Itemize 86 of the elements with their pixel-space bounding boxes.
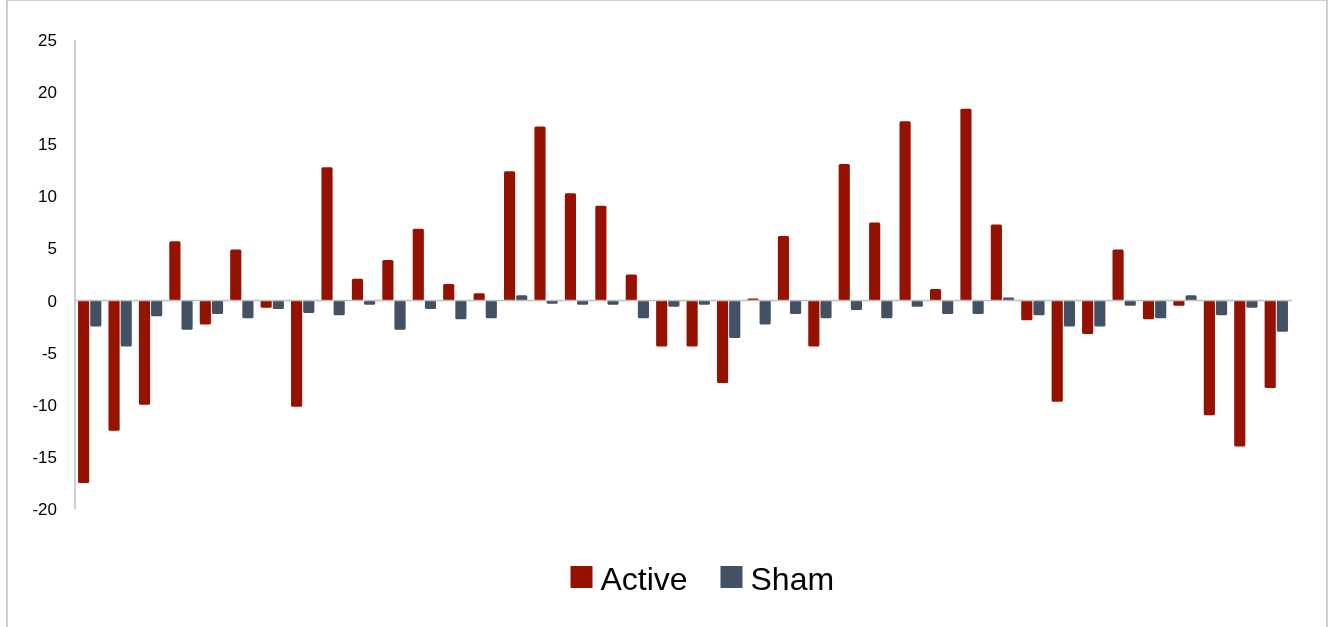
bar bbox=[230, 249, 242, 301]
y-tick-label: -5 bbox=[41, 343, 57, 363]
bar bbox=[1264, 300, 1276, 389]
bar bbox=[181, 300, 193, 330]
bar bbox=[485, 300, 497, 319]
bar bbox=[1276, 300, 1288, 332]
bar bbox=[1082, 300, 1094, 334]
bar bbox=[272, 300, 284, 309]
y-tick-label: 15 bbox=[38, 135, 57, 155]
bar bbox=[1063, 300, 1075, 327]
bar bbox=[1203, 300, 1215, 416]
bar bbox=[881, 300, 893, 319]
bar bbox=[1112, 249, 1124, 301]
bar bbox=[78, 300, 90, 483]
bar bbox=[668, 300, 680, 307]
bar bbox=[151, 300, 163, 317]
y-tick-label: 0 bbox=[47, 291, 57, 311]
bar bbox=[473, 293, 485, 301]
y-tick-label: 5 bbox=[47, 239, 57, 259]
bar bbox=[777, 235, 789, 301]
bar bbox=[564, 193, 577, 301]
bar bbox=[808, 300, 820, 347]
legend-label: Active bbox=[600, 561, 688, 597]
bar bbox=[424, 300, 437, 309]
bar bbox=[1142, 300, 1155, 320]
y-tick-label: 25 bbox=[38, 30, 57, 50]
bar bbox=[1215, 300, 1228, 316]
bar bbox=[1094, 300, 1106, 327]
bar bbox=[138, 300, 151, 405]
bar bbox=[820, 300, 832, 319]
bar bbox=[90, 300, 102, 327]
bar bbox=[211, 300, 224, 315]
bar bbox=[260, 300, 272, 308]
bar bbox=[729, 300, 741, 339]
bar bbox=[656, 300, 668, 347]
bar bbox=[303, 300, 315, 314]
bar bbox=[351, 278, 364, 301]
bar bbox=[1185, 295, 1197, 301]
bar bbox=[759, 300, 771, 325]
y-tick-label: -20 bbox=[32, 499, 57, 519]
bar bbox=[972, 300, 984, 315]
bar bbox=[1124, 300, 1136, 306]
bar bbox=[108, 300, 120, 431]
bar bbox=[942, 300, 954, 315]
bar bbox=[686, 300, 698, 347]
bar bbox=[1234, 300, 1246, 447]
bar bbox=[869, 222, 881, 301]
bar bbox=[1173, 300, 1185, 306]
bar bbox=[1051, 300, 1063, 402]
bar bbox=[534, 126, 546, 301]
bar bbox=[595, 205, 607, 301]
bar bbox=[990, 224, 1002, 301]
bar bbox=[503, 171, 516, 301]
y-tick-label: -10 bbox=[32, 395, 57, 415]
y-tick-label: 10 bbox=[38, 187, 57, 207]
legend-label: Sham bbox=[750, 561, 835, 597]
bar bbox=[199, 300, 211, 325]
y-tick-label: -15 bbox=[32, 447, 57, 467]
bar bbox=[911, 300, 923, 307]
bar bbox=[929, 289, 942, 301]
bar bbox=[412, 228, 424, 301]
bar bbox=[899, 121, 911, 301]
bar bbox=[169, 241, 181, 301]
bar bbox=[333, 300, 345, 316]
bar bbox=[443, 283, 455, 301]
bar bbox=[960, 108, 972, 301]
bar bbox=[382, 259, 394, 301]
bar bbox=[789, 300, 802, 315]
bar bbox=[242, 300, 254, 319]
bar bbox=[120, 300, 132, 347]
bar bbox=[607, 300, 619, 305]
bar bbox=[1246, 300, 1258, 308]
bar bbox=[1155, 300, 1167, 319]
bar bbox=[321, 167, 333, 301]
bar bbox=[716, 300, 729, 383]
bar bbox=[1021, 300, 1033, 321]
bar bbox=[455, 300, 467, 320]
bar bbox=[625, 274, 637, 301]
bar bbox=[516, 295, 528, 301]
bar bbox=[394, 300, 406, 330]
bar bbox=[850, 300, 863, 310]
bar bbox=[838, 164, 850, 301]
bar bbox=[291, 300, 303, 407]
bar bbox=[1033, 300, 1045, 316]
y-tick-label: 20 bbox=[38, 83, 57, 103]
bar bbox=[637, 300, 650, 319]
